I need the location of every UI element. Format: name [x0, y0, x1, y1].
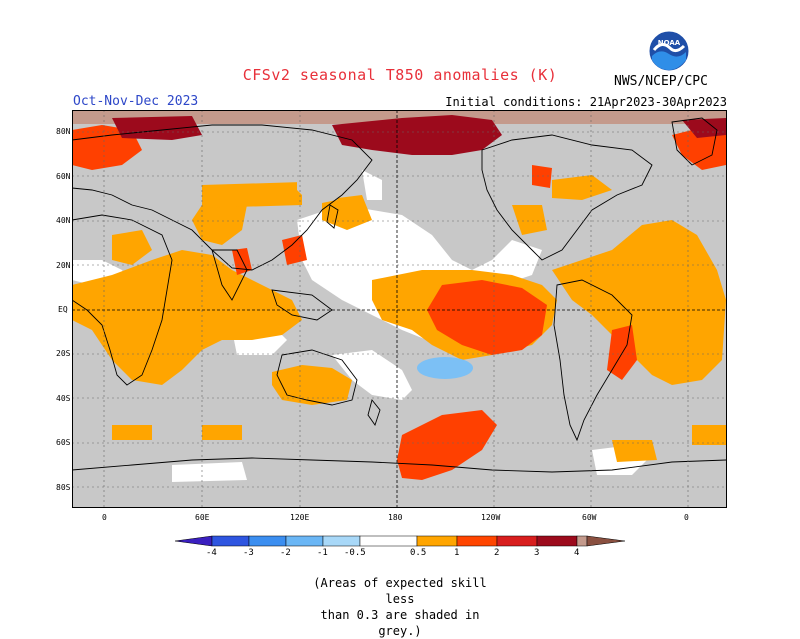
svg-text:NOAA: NOAA	[658, 39, 681, 47]
colorbar-swatch	[211, 535, 250, 547]
agency-label: NWS/NCEP/CPC	[614, 74, 708, 89]
colorbar-swatch	[536, 535, 578, 547]
colorbar-swatch	[576, 535, 588, 547]
anomaly-2-3	[112, 115, 726, 155]
colorbar-swatch	[456, 535, 498, 547]
colorbar-label: -0.5	[344, 548, 366, 558]
colorbar-label: -1	[317, 548, 328, 558]
colorbar-label: 4	[574, 548, 580, 558]
colorbar-label: 2	[494, 548, 500, 558]
lat-label: 20S	[56, 349, 71, 358]
colorbar-swatch	[248, 535, 287, 547]
colorbar-swatch	[496, 535, 538, 547]
colorbar-swatch	[416, 535, 458, 547]
equator-dateline	[72, 110, 726, 507]
map-frame	[72, 110, 727, 508]
colorbar-max-arrow	[586, 535, 626, 547]
lat-label: EQ	[58, 305, 68, 314]
colorbar-swatch	[285, 535, 324, 547]
colorbar-swatch	[359, 535, 418, 547]
lon-label: 120W	[481, 513, 501, 522]
lat-label: 60N	[56, 172, 71, 181]
colorbar-label: 3	[534, 548, 540, 558]
lon-label: 60W	[582, 513, 597, 522]
coastlines	[72, 117, 726, 473]
lat-label: 80S	[56, 483, 71, 492]
colorbar-label: -4	[206, 548, 217, 558]
colorbar	[175, 535, 626, 547]
map-title: CFSv2 seasonal T850 anomalies (K)	[242, 66, 558, 84]
skill-note-line: (Areas of expected skill less	[313, 576, 487, 606]
initial-conditions: Initial conditions: 21Apr2023-30Apr2023	[445, 95, 727, 109]
colorbar-swatch	[322, 535, 361, 547]
colorbar-label: -3	[243, 548, 254, 558]
skill-note: (Areas of expected skill less than 0.3 a…	[300, 575, 500, 639]
lon-label: 60E	[195, 513, 210, 522]
colorbar-label: 1	[454, 548, 460, 558]
lat-label: 40N	[56, 216, 71, 225]
lon-label: 0	[102, 513, 107, 522]
lon-label: 0	[684, 513, 689, 522]
graticule	[72, 110, 726, 507]
lat-label: 40S	[56, 394, 71, 403]
lat-label: 60S	[56, 438, 71, 447]
colorbar-label: -2	[280, 548, 291, 558]
polar-anomaly-band	[72, 110, 726, 124]
noaa-logo: NOAA	[648, 30, 690, 72]
colorbar-min-arrow	[175, 535, 213, 547]
lon-label: 120E	[290, 513, 310, 522]
colorbar-label: 0.5	[410, 548, 427, 558]
skill-note-line: than 0.3 are shaded in grey.)	[320, 608, 480, 638]
lon-label: 180	[388, 513, 403, 522]
lat-label: 20N	[56, 261, 71, 270]
anomaly-1-2	[72, 125, 726, 480]
lat-label: 80N	[56, 127, 71, 136]
anomaly-neg-05-1	[417, 357, 473, 379]
low-skill-areas	[297, 165, 602, 245]
season-label: Oct-Nov-Dec 2023	[73, 94, 199, 109]
anomaly-map	[72, 110, 727, 508]
